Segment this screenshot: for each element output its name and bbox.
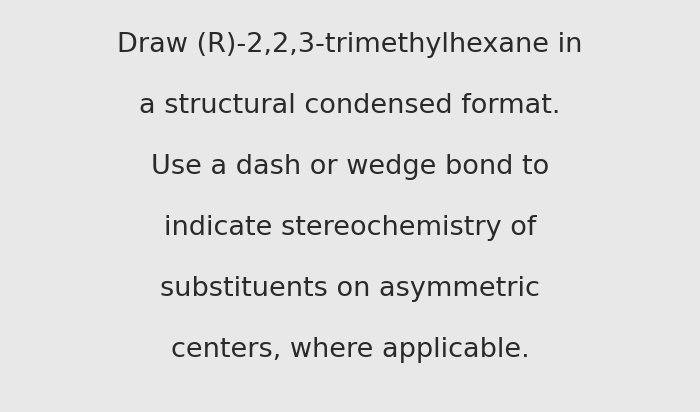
Text: Draw (R)-2,2,3-trimethylhexane in: Draw (R)-2,2,3-trimethylhexane in <box>118 32 582 59</box>
Text: centers, where applicable.: centers, where applicable. <box>171 337 529 363</box>
Text: Use a dash or wedge bond to: Use a dash or wedge bond to <box>151 154 549 180</box>
Text: a structural condensed format.: a structural condensed format. <box>139 93 561 119</box>
Text: substituents on asymmetric: substituents on asymmetric <box>160 276 540 302</box>
Text: indicate stereochemistry of: indicate stereochemistry of <box>164 215 536 241</box>
